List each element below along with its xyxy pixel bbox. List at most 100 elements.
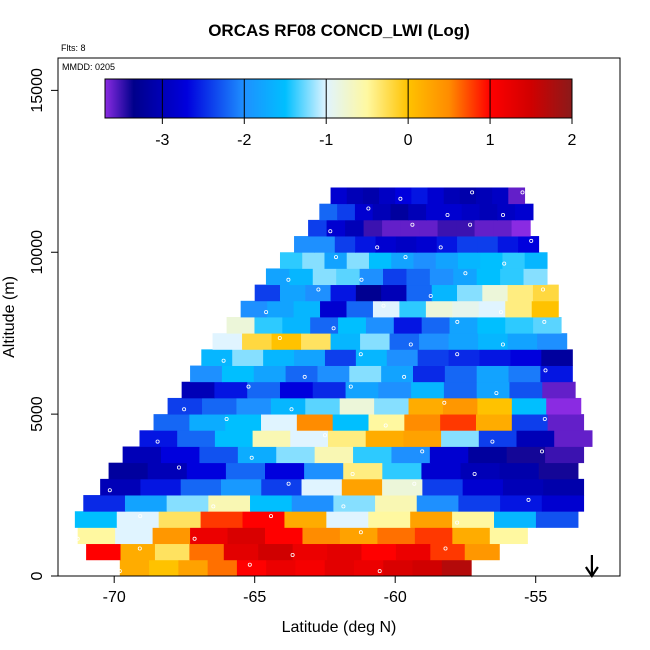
heatmap-cell bbox=[276, 446, 316, 464]
heatmap-cell bbox=[336, 268, 361, 286]
heatmap-cell bbox=[186, 462, 227, 480]
heatmap-cell bbox=[383, 559, 414, 577]
heatmap-cell bbox=[538, 462, 579, 480]
heatmap-cell bbox=[390, 203, 409, 221]
heatmap-cell bbox=[180, 478, 222, 496]
heatmap-cell bbox=[284, 511, 327, 528]
heatmap-cell bbox=[444, 365, 478, 383]
heatmap-cell bbox=[411, 187, 429, 205]
heatmap-cell bbox=[312, 381, 347, 399]
flights-label: Flts: 8 bbox=[61, 43, 86, 53]
heatmap-cell bbox=[263, 349, 295, 366]
obs-marker bbox=[383, 423, 388, 428]
heatmap-cell bbox=[417, 349, 450, 366]
heatmap-cell bbox=[83, 495, 126, 512]
heatmap-cell bbox=[425, 300, 453, 318]
obs-marker bbox=[286, 481, 291, 486]
heatmap-cell bbox=[240, 300, 268, 318]
heatmap-cell bbox=[531, 300, 559, 318]
obs-marker bbox=[359, 277, 364, 282]
heatmap-cells bbox=[74, 187, 593, 577]
heatmap-cell bbox=[524, 252, 548, 269]
obs-marker bbox=[107, 488, 112, 493]
heatmap-cell bbox=[377, 527, 416, 545]
heatmap-cell bbox=[375, 495, 418, 512]
heatmap-cell bbox=[414, 527, 453, 545]
obs-marker bbox=[520, 190, 525, 195]
heatmap-cell bbox=[326, 219, 346, 237]
heatmap-cell bbox=[461, 203, 481, 221]
heatmap-cell bbox=[237, 446, 277, 464]
obs-marker bbox=[455, 319, 460, 324]
heatmap-cell bbox=[265, 268, 290, 286]
obs-marker bbox=[249, 455, 254, 460]
heatmap-cell bbox=[320, 300, 348, 318]
heatmap-cell bbox=[365, 317, 395, 334]
heatmap-cell bbox=[346, 300, 374, 318]
obs-marker bbox=[381, 303, 386, 308]
obs-marker bbox=[410, 222, 415, 227]
heatmap-cell bbox=[372, 203, 392, 221]
heatmap-cell bbox=[449, 317, 478, 334]
obs-marker bbox=[500, 342, 505, 347]
heatmap-cell bbox=[177, 430, 216, 447]
heatmap-cell bbox=[77, 527, 116, 545]
obs-marker bbox=[443, 546, 448, 551]
heatmap-cell bbox=[330, 333, 361, 350]
colorbar-tick-label: -1 bbox=[319, 132, 333, 149]
chart-title: ORCAS RF08 CONCD_LWI (Log) bbox=[208, 21, 470, 40]
heatmap-cell bbox=[508, 365, 541, 383]
heatmap-cell bbox=[399, 300, 427, 318]
obs-marker bbox=[246, 384, 251, 389]
heatmap-cell bbox=[236, 397, 272, 415]
heatmap-cell bbox=[442, 397, 478, 415]
heatmap-cell bbox=[368, 414, 405, 431]
heatmap-cell bbox=[308, 219, 328, 237]
x-tick-label: -65 bbox=[243, 589, 266, 606]
heatmap-cell bbox=[382, 219, 402, 237]
obs-marker bbox=[366, 206, 371, 211]
heatmap-cell bbox=[302, 527, 341, 545]
heatmap-cell bbox=[341, 478, 383, 496]
heatmap-cell bbox=[346, 187, 364, 205]
colorbar-tick-label: -3 bbox=[155, 132, 169, 149]
obs-marker bbox=[155, 439, 160, 444]
obs-marker bbox=[398, 196, 403, 201]
heatmap-cell bbox=[346, 252, 370, 269]
heatmap-cell bbox=[334, 236, 356, 253]
arrow-head bbox=[584, 566, 599, 578]
heatmap-cell bbox=[190, 527, 229, 545]
heatmap-cell bbox=[497, 203, 516, 221]
heatmap-cell bbox=[310, 317, 339, 334]
obs-marker bbox=[286, 277, 291, 282]
heatmap-cell bbox=[220, 478, 262, 496]
heatmap-cell bbox=[317, 365, 350, 383]
y-axis: 0 5000 10000 15000 bbox=[29, 68, 58, 580]
y-tick-label: 10000 bbox=[29, 230, 46, 275]
obs-marker bbox=[328, 229, 333, 234]
x-axis-label: Latitude (deg N) bbox=[282, 619, 397, 636]
obs-marker bbox=[117, 569, 122, 574]
heatmap-cell bbox=[406, 268, 431, 286]
heatmap-cell bbox=[383, 268, 408, 286]
heatmap-cell bbox=[547, 414, 585, 431]
heatmap-cell bbox=[506, 446, 546, 464]
heatmap-cell bbox=[476, 268, 501, 286]
heatmap-cell bbox=[456, 219, 476, 237]
heatmap-cell bbox=[441, 559, 472, 577]
heatmap-cell bbox=[453, 268, 478, 286]
heatmap-cell bbox=[500, 268, 525, 286]
heatmap-cell bbox=[302, 252, 326, 269]
date-label: MMDD: 0205 bbox=[62, 62, 115, 72]
heatmap-cell bbox=[476, 381, 511, 399]
heatmap-cell bbox=[452, 300, 480, 318]
heatmap-cell bbox=[120, 543, 156, 561]
obs-marker bbox=[224, 416, 229, 421]
heatmap-cell bbox=[460, 462, 501, 480]
heatmap-cell bbox=[535, 511, 579, 528]
heatmap-cell bbox=[212, 333, 243, 350]
heatmap-cell bbox=[361, 543, 397, 561]
heatmap-cell bbox=[404, 414, 441, 431]
heatmap-cell bbox=[221, 365, 255, 383]
